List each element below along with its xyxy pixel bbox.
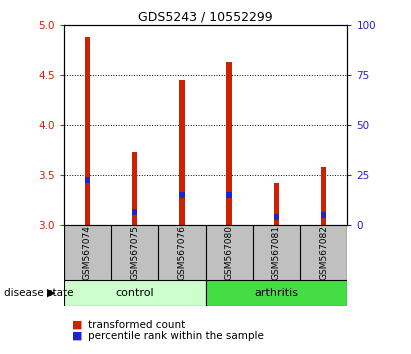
Bar: [64, 280, 206, 306]
Text: GSM567076: GSM567076: [178, 225, 186, 280]
Text: percentile rank within the sample: percentile rank within the sample: [88, 331, 263, 341]
Text: ■: ■: [72, 331, 83, 341]
Bar: [179, 80, 185, 225]
Bar: [85, 37, 90, 225]
Text: transformed count: transformed count: [88, 320, 185, 330]
Bar: [226, 192, 232, 198]
Bar: [274, 214, 279, 220]
Bar: [274, 183, 279, 225]
Text: arthritis: arthritis: [254, 288, 298, 298]
Bar: [321, 167, 326, 225]
Bar: [132, 152, 137, 225]
Bar: [226, 62, 232, 225]
Title: GDS5243 / 10552299: GDS5243 / 10552299: [138, 11, 273, 24]
Text: control: control: [115, 288, 154, 298]
Text: GSM567080: GSM567080: [225, 225, 233, 280]
Text: disease state: disease state: [4, 288, 74, 298]
Bar: [321, 212, 326, 218]
Text: ■: ■: [72, 320, 83, 330]
Text: ▶: ▶: [47, 288, 55, 298]
Bar: [85, 177, 90, 183]
Bar: [179, 192, 185, 198]
Bar: [132, 209, 137, 215]
Text: GSM567082: GSM567082: [319, 225, 328, 280]
Text: GSM567074: GSM567074: [83, 225, 92, 280]
Text: GSM567075: GSM567075: [130, 225, 139, 280]
Text: GSM567081: GSM567081: [272, 225, 281, 280]
Bar: [206, 280, 347, 306]
